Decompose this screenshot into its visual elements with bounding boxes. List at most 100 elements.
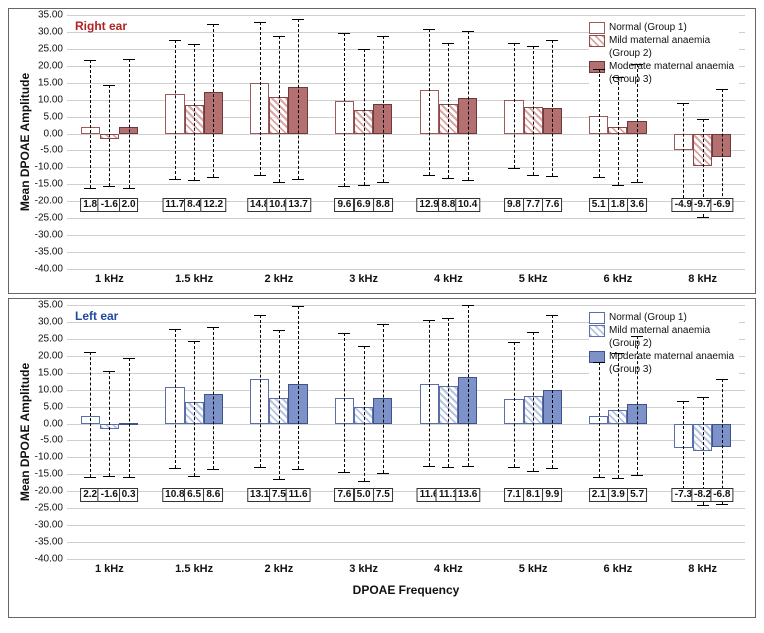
error-bar [194,341,195,476]
error-cap [273,479,285,480]
y-tick-label: -10.00 [35,162,67,173]
y-tick-label: 25.00 [38,333,67,344]
y-tick-label: -40.00 [35,264,67,275]
error-cap [377,473,389,474]
bar: -9.7 [693,15,712,269]
y-tick-label: 30.00 [38,26,67,37]
bar: 1.8 [81,15,100,269]
bar: 13.1 [250,305,269,559]
x-tick-label: 5 kHz [519,563,548,575]
error-cap [508,467,520,468]
bar: 6.5 [185,305,204,559]
error-cap [527,332,539,333]
value-label: 7.7 [523,198,543,212]
y-tick-label: 15.00 [38,367,67,378]
error-cap [273,182,285,183]
bar: 5.1 [589,15,608,269]
value-label: 7.1 [504,488,524,502]
error-cap [358,346,370,347]
error-cap [123,188,135,189]
error-bar [552,40,553,175]
error-cap [527,471,539,472]
value-label: 5.0 [354,488,374,502]
bar: 8.8 [439,15,458,269]
error-bar [514,43,515,168]
error-cap [508,168,520,169]
error-bar [468,305,469,466]
error-bar [344,333,345,472]
error-cap [338,333,350,334]
y-tick-label: -30.00 [35,230,67,241]
error-bar [618,77,619,185]
error-cap [697,119,709,120]
bar: 3.6 [627,15,646,269]
bar: 12.9 [420,15,439,269]
bar: 6.9 [354,15,373,269]
error-cap [123,477,135,478]
y-tick-label: -5.00 [40,145,67,156]
error-cap [292,469,304,470]
error-cap [188,44,200,45]
x-tick-label: 4 kHz [434,273,463,285]
value-label: -6.8 [710,488,733,502]
value-label: 6.9 [354,198,374,212]
error-cap [103,476,115,477]
error-cap [716,89,728,90]
y-tick-label: -5.00 [40,435,67,446]
y-tick-label: 0.00 [44,128,67,139]
bar: 7.5 [373,305,392,559]
error-cap [292,306,304,307]
error-cap [169,40,181,41]
y-tick-label: -15.00 [35,179,67,190]
error-cap [377,36,389,37]
error-cap [358,49,370,50]
error-cap [254,22,266,23]
bar: -7.3 [674,305,693,559]
error-cap [677,401,689,402]
bar: -1.6 [100,15,119,269]
error-cap [631,336,643,337]
error-cap [103,371,115,372]
error-bar [533,46,534,175]
bar: 8.1 [524,305,543,559]
panel-left-ear: -40.00-35.00-30.00-25.00-20.00-15.00-10.… [8,298,756,618]
error-bar [514,342,515,467]
value-label: 10.4 [455,198,480,212]
error-cap [442,467,454,468]
error-cap [207,177,219,178]
error-cap [442,43,454,44]
error-cap [207,24,219,25]
error-cap [546,40,558,41]
error-bar [683,103,684,198]
y-tick-label: 10.00 [38,384,67,395]
value-label: 3.9 [608,488,628,502]
x-tick-label: 1.5 kHz [175,563,213,575]
error-cap [292,179,304,180]
error-cap [169,468,181,469]
error-cap [593,69,605,70]
error-cap [612,478,624,479]
error-bar [533,332,534,471]
x-tick-label: 8 kHz [688,563,717,575]
error-bar [637,336,638,475]
value-label: 5.7 [627,488,647,502]
gridline [67,269,745,270]
error-cap [169,179,181,180]
bar: 10.8 [269,15,288,269]
error-bar [260,22,261,174]
error-cap [423,175,435,176]
error-bar [364,346,365,481]
bar: 12.2 [204,15,223,269]
error-bar [194,44,195,179]
y-tick-label: 5.00 [44,401,67,412]
bar: 9.9 [543,305,562,559]
error-cap [697,217,709,218]
error-cap [462,305,474,306]
error-cap [254,315,266,316]
error-bar [429,320,430,466]
error-cap [423,320,435,321]
error-cap [207,469,219,470]
bar: 11.6 [420,305,439,559]
bar: 3.9 [608,305,627,559]
error-cap [442,318,454,319]
